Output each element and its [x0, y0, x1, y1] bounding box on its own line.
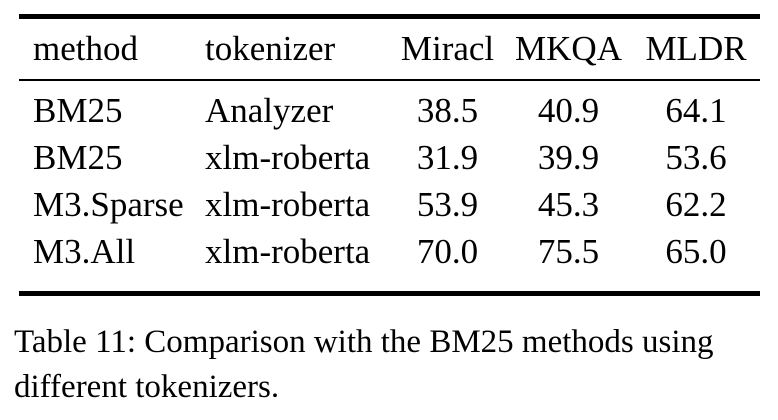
cell-tokenizer: xlm-roberta [205, 231, 371, 271]
cell-mkqa: 75.5 [537, 231, 600, 271]
cell-method: M3.Sparse [33, 184, 184, 224]
cell-mldr: 53.6 [665, 137, 727, 177]
table-figure: method tokenizer Miracl MKQA MLDR BM25 A… [0, 14, 778, 410]
cell-method: M3.All [33, 231, 136, 271]
cell-tokenizer: xlm-roberta [205, 137, 371, 177]
col-header-mkqa: MKQA [505, 16, 632, 81]
cell-mldr: 64.1 [665, 90, 727, 130]
cell-mkqa: 39.9 [537, 137, 600, 177]
cell-miracl: 38.5 [416, 90, 479, 130]
cell-method: BM25 [33, 137, 123, 177]
cell-mldr: 65.0 [665, 231, 727, 271]
col-header-tokenizer: tokenizer [205, 16, 390, 81]
table-caption: Table 11: Comparison with the BM25 metho… [14, 324, 714, 405]
cell-mkqa: 45.3 [537, 184, 600, 224]
cell-mkqa: 40.9 [537, 90, 600, 130]
col-header-miracl: Miracl [390, 16, 505, 81]
cell-tokenizer: Analyzer [205, 90, 334, 130]
cell-method: BM25 [33, 90, 123, 130]
table-row: M3.All xlm-roberta 70.0 75.5 65.0 [19, 228, 760, 294]
col-header-method: method [19, 16, 205, 81]
cell-miracl: 31.9 [416, 137, 479, 177]
table-row: BM25 xlm-roberta 31.9 39.9 53.6 [19, 134, 760, 181]
col-header-mldr: MLDR [632, 16, 760, 81]
cell-tokenizer: xlm-roberta [205, 184, 371, 224]
cell-mldr: 62.2 [665, 184, 727, 224]
cell-miracl: 70.0 [416, 231, 479, 271]
cell-miracl: 53.9 [416, 184, 479, 224]
table-row: BM25 Analyzer 38.5 40.9 64.1 [19, 80, 760, 134]
header-row: method tokenizer Miracl MKQA MLDR [19, 16, 760, 81]
table-row: M3.Sparse xlm-roberta 53.9 45.3 62.2 [19, 181, 760, 228]
comparison-table: method tokenizer Miracl MKQA MLDR BM25 A… [19, 14, 760, 296]
